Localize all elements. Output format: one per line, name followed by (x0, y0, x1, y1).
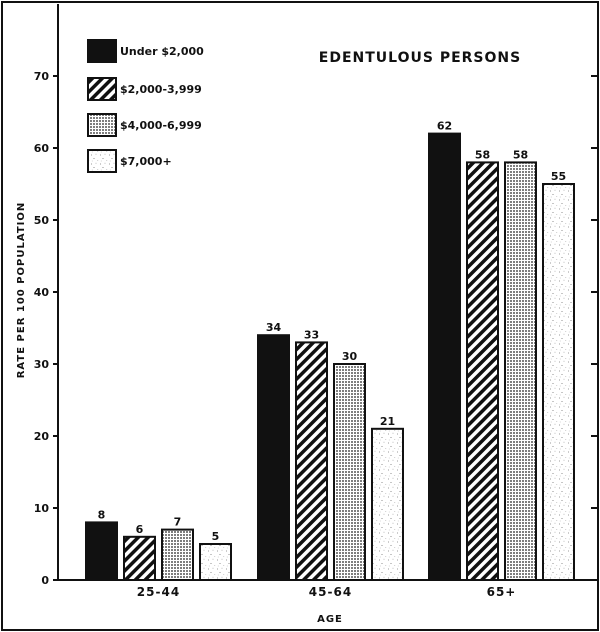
bar-45-64-series-1 (295, 341, 328, 581)
bar-45-64-series-2 (333, 363, 366, 581)
y-tick-label: 70 (34, 70, 50, 83)
chart-title: EDENTULOUS PERSONS (319, 50, 521, 66)
category-label: 25-44 (137, 585, 180, 599)
legend-swatch-0 (87, 39, 117, 63)
bar-value-label: 34 (266, 321, 282, 334)
category-label: 45-64 (309, 585, 352, 599)
y-tick-label: 10 (34, 502, 50, 515)
bar-value-label: 6 (136, 523, 144, 536)
legend-label: Under $2,000 (120, 45, 204, 58)
bar-25-44-series-0 (85, 521, 118, 582)
bar-65+-series-2 (504, 161, 537, 581)
x-axis-title: AGE (317, 614, 343, 625)
y-tick-label: 60 (34, 142, 50, 155)
bar-25-44-series-1 (123, 535, 156, 581)
bar-value-label: 21 (380, 415, 395, 428)
legend: Under $2,000 $2,000-3,999 $4,000-6,999 $7,0… (87, 39, 204, 173)
bar-value-label: 58 (475, 148, 490, 161)
category-labels: 25-44 45-64 65+ (137, 585, 517, 599)
bar-25-44-series-3 (199, 543, 232, 581)
legend-swatch-2 (87, 113, 117, 137)
legend-label: $7,000+ (120, 155, 172, 168)
category-label: 65+ (487, 585, 517, 599)
bar-value-label: 58 (513, 148, 528, 161)
legend-swatch-3 (87, 149, 117, 173)
y-tick-label: 0 (41, 574, 49, 587)
bar-65+-series-1 (466, 161, 499, 581)
y-tick-label: 40 (34, 286, 50, 299)
bar-value-label: 30 (342, 350, 358, 363)
bar-value-label: 7 (174, 516, 182, 529)
bar-value-label: 5 (212, 530, 220, 543)
bar-65+-series-0 (428, 132, 461, 581)
y-tick-label: 50 (34, 214, 50, 227)
bar-45-64-series-3 (371, 427, 404, 581)
bar-45-64-series-0 (257, 334, 290, 582)
y-axis-title: RATE PER 100 POPULATION (16, 202, 27, 379)
right-axis-ticks (591, 75, 597, 509)
bar-65+-series-3 (542, 183, 575, 581)
y-tick-label: 30 (34, 358, 50, 371)
bar-value-label: 62 (437, 120, 452, 133)
legend-swatch-1 (87, 77, 117, 101)
legend-label: $2,000-3,999 (120, 83, 202, 96)
bar-25-44-series-2 (161, 528, 194, 581)
bar-value-label: 8 (98, 508, 106, 521)
y-tick-label: 20 (34, 430, 50, 443)
legend-label: $4,000-6,999 (120, 119, 202, 132)
y-axis-ticks: 0 10 20 30 40 50 60 70 (34, 70, 58, 587)
bars: 8 6 7 5 34 33 30 21 62 58 58 55 (85, 120, 575, 582)
bar-value-label: 55 (551, 170, 566, 183)
bar-value-label: 33 (304, 328, 319, 341)
